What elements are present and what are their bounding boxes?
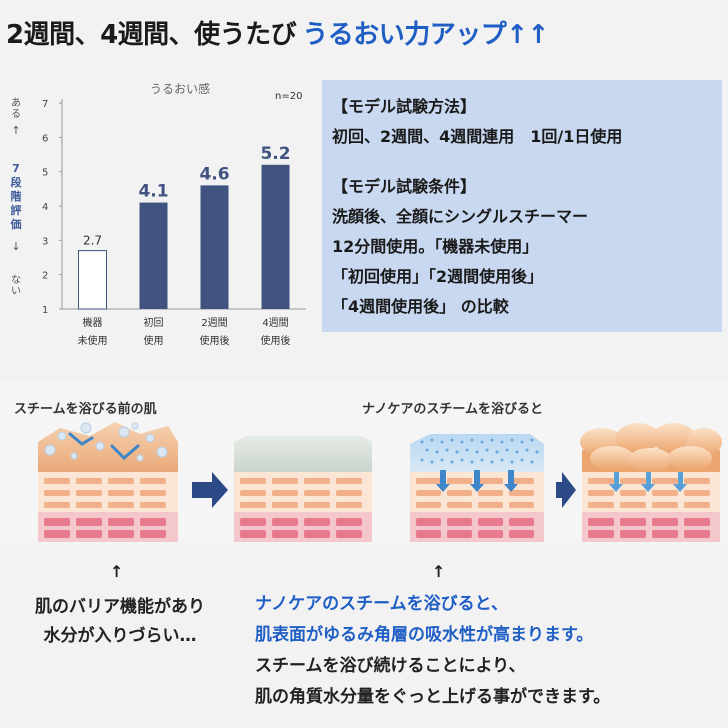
x-tick-label: 2週間使用後	[190, 315, 240, 351]
conditions-text-4: 「4週間使用後」 の比較	[332, 297, 509, 316]
arrow-right-icon	[192, 472, 228, 508]
bar-value-label: 4.1	[138, 182, 168, 202]
arrow-down-icon: ↓	[11, 240, 21, 253]
conditions-text-1: 洗顔後、全顔にシングルスチーマー	[332, 207, 589, 226]
note-after: ナノケアのスチームを浴びると、 肌表面がゆるみ角層の吸水性が高まります。 スチー…	[255, 589, 610, 713]
method-text: 初回、2週間、4週間連用 1回/1日使用	[332, 127, 623, 146]
x-tick-label-line-1: 機器	[82, 318, 103, 329]
x-tick-label: 機器 未使用	[68, 315, 118, 351]
x-tick-label: 4週間使用後	[251, 315, 301, 351]
bar	[200, 185, 229, 309]
bar	[261, 164, 290, 309]
x-tick-label-line-2: 使用後	[199, 336, 230, 347]
bar-value-label: 4.6	[199, 164, 229, 184]
y-axis-label-middle: 7段階評価	[10, 162, 22, 231]
skin-panel-softened	[234, 436, 372, 542]
x-tick-label-line-1: 初回	[143, 318, 164, 329]
arrow-right-icon	[556, 472, 576, 508]
conditions-heading: 【モデル試験条件】	[332, 177, 477, 196]
skin-panel-before	[38, 422, 178, 542]
pointer-up-icon: ↑	[110, 562, 124, 581]
bar-value-label: 2.7	[83, 234, 102, 248]
note-after-line-1: ナノケアのスチームを浴びると、	[255, 594, 508, 614]
bar-chart: 7 6 5 4 3 2 1 2.7 4.1 4.6 5.2	[42, 99, 306, 316]
skin-cross-section-illustration	[38, 422, 722, 542]
note-after-line-2: 肌表面がゆるみ角層の吸水性が高まります。	[255, 625, 594, 645]
conditions-text-2: 12分間使用。「機器未使用」	[332, 237, 539, 256]
method-heading: 【モデル試験方法】	[332, 97, 477, 116]
bar	[139, 202, 168, 309]
note-before-line-2: 水分が入りづらい…	[43, 626, 197, 646]
x-tick-label-line-2: 使用後	[260, 336, 291, 347]
test-method-box: 【モデル試験方法】 初回、2週間、4週間連用 1回/1日使用 【モデル試験条件】…	[322, 80, 722, 332]
x-tick-label: 初回 使用	[129, 315, 179, 351]
bar	[78, 250, 107, 310]
chart-title: うるおい感	[149, 82, 210, 96]
conditions-text-3: 「初回使用」「2週間使用後」	[332, 267, 544, 286]
x-tick-label-line-1: 4週間	[262, 318, 289, 329]
bar-value-label: 5.2	[260, 144, 290, 164]
label-after-steam: ナノケアのスチームを浴びると	[362, 402, 543, 417]
note-before-line-1: 肌のバリア機能があり	[35, 597, 205, 617]
y-tick-label: 2	[42, 271, 48, 282]
note-after-line-3: スチームを浴び続けることにより、	[255, 656, 526, 676]
y-tick-label: 4	[42, 202, 48, 213]
note-before: 肌のバリア機能があり 水分が入りづらい…	[0, 593, 240, 651]
page-headline: 2週間、4週間、使うたび うるおい力アップ↑↑	[6, 14, 549, 51]
headline-accent: うるおい力アップ↑↑	[302, 20, 549, 50]
y-axis-label-bottom: ない	[11, 275, 21, 297]
arrow-up-icon: ↑	[11, 124, 21, 137]
label-before-steam: スチームを浴びる前の肌	[14, 402, 157, 417]
chart-sample-size: n=20	[275, 91, 303, 102]
y-tick-label: 7	[42, 99, 48, 110]
y-tick-label: 1	[42, 305, 48, 316]
y-tick-label: 3	[42, 236, 48, 247]
x-tick-label-line-2: 未使用	[77, 336, 108, 347]
y-axis-label-top: ある	[11, 98, 21, 120]
y-tick-label: 5	[42, 168, 48, 179]
skin-panel-hydrated	[580, 423, 722, 542]
note-after-line-4: 肌の角質水分量をぐっと上げる事ができます。	[255, 687, 611, 707]
headline-main: 2週間、4週間、使うたび	[6, 20, 297, 50]
skin-panel-steam	[410, 434, 544, 542]
y-tick-label: 6	[42, 133, 48, 144]
x-tick-label-line-2: 使用	[143, 336, 164, 347]
pointer-up-icon: ↑	[432, 562, 446, 581]
x-tick-label-line-1: 2週間	[201, 318, 228, 329]
